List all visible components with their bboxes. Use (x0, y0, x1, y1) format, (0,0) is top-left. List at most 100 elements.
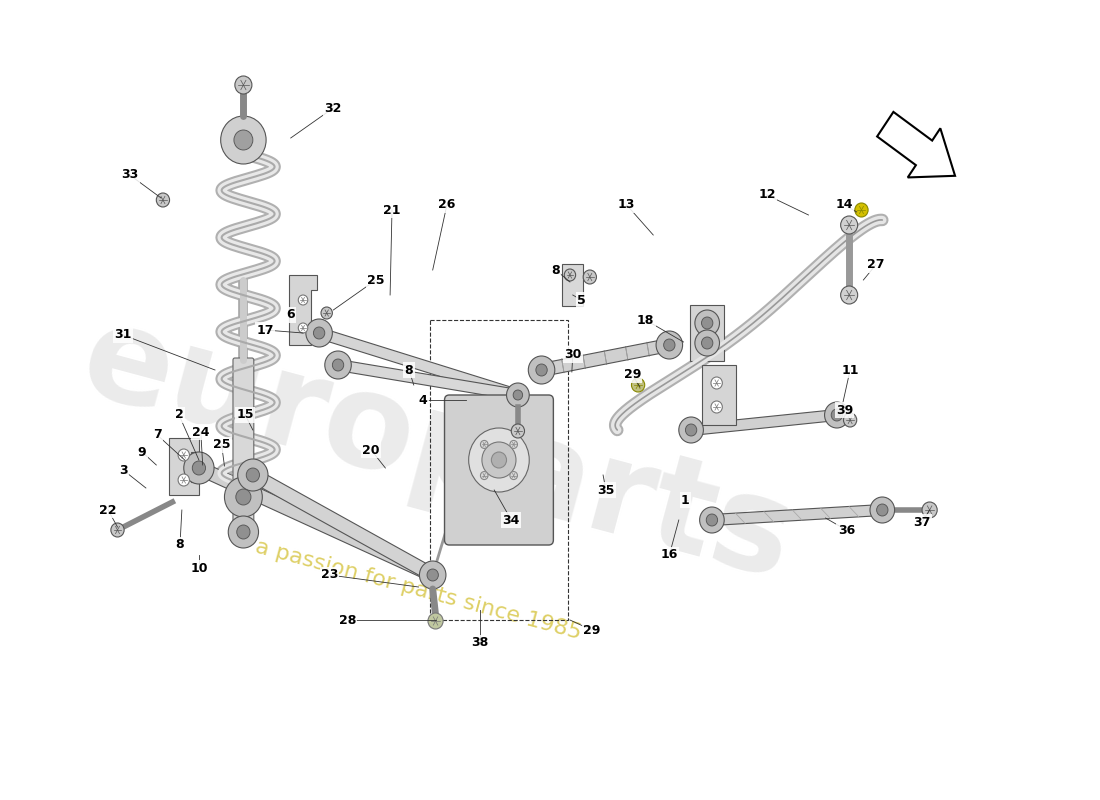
Circle shape (332, 359, 343, 371)
Circle shape (235, 76, 252, 94)
Circle shape (482, 442, 516, 478)
Circle shape (228, 516, 258, 548)
Circle shape (663, 339, 675, 351)
Text: 10: 10 (190, 562, 208, 574)
Circle shape (221, 116, 266, 164)
Text: 12: 12 (758, 189, 776, 202)
Circle shape (631, 378, 645, 392)
Circle shape (840, 286, 858, 304)
Polygon shape (703, 365, 736, 425)
Text: 6: 6 (286, 309, 295, 322)
Circle shape (481, 471, 488, 479)
Circle shape (536, 364, 547, 376)
Circle shape (922, 502, 937, 518)
Circle shape (184, 452, 214, 484)
Text: 30: 30 (564, 349, 582, 362)
Text: 34: 34 (503, 514, 520, 526)
Polygon shape (691, 410, 837, 435)
Circle shape (685, 424, 696, 436)
Polygon shape (168, 438, 199, 495)
Circle shape (469, 428, 529, 492)
Text: 9: 9 (138, 446, 146, 458)
Text: 29: 29 (624, 369, 641, 382)
Polygon shape (877, 112, 955, 178)
Polygon shape (540, 338, 670, 376)
Text: 17: 17 (256, 323, 274, 337)
Circle shape (855, 203, 868, 217)
Circle shape (178, 449, 189, 461)
Circle shape (510, 471, 517, 479)
Circle shape (314, 327, 324, 339)
Circle shape (298, 323, 308, 333)
Text: 16: 16 (661, 549, 678, 562)
Text: 25: 25 (213, 438, 230, 451)
Text: 26: 26 (438, 198, 455, 211)
Text: 21: 21 (383, 203, 400, 217)
Text: 36: 36 (838, 523, 855, 537)
Circle shape (825, 402, 849, 428)
Text: 31: 31 (114, 329, 132, 342)
Text: 23: 23 (321, 569, 338, 582)
Circle shape (832, 409, 843, 421)
Text: 22: 22 (99, 503, 117, 517)
Circle shape (695, 310, 719, 336)
Polygon shape (690, 305, 724, 361)
Text: 33: 33 (121, 169, 139, 182)
Circle shape (178, 474, 189, 486)
Circle shape (306, 319, 332, 347)
Circle shape (877, 504, 888, 516)
Polygon shape (712, 505, 882, 526)
Circle shape (428, 613, 443, 629)
Text: 38: 38 (472, 637, 488, 650)
Circle shape (679, 417, 703, 443)
Text: 14: 14 (836, 198, 854, 211)
Circle shape (419, 561, 446, 589)
Circle shape (156, 193, 169, 207)
Circle shape (695, 330, 719, 356)
Text: 11: 11 (842, 363, 859, 377)
Text: 3: 3 (119, 463, 128, 477)
Text: 28: 28 (339, 614, 356, 626)
Text: 2: 2 (175, 409, 184, 422)
Circle shape (238, 459, 268, 491)
Text: 39: 39 (836, 403, 854, 417)
Circle shape (711, 377, 723, 389)
FancyBboxPatch shape (233, 358, 254, 522)
Circle shape (298, 295, 308, 305)
Text: 37: 37 (913, 515, 931, 529)
Circle shape (224, 477, 262, 517)
FancyBboxPatch shape (444, 395, 553, 545)
Text: 35: 35 (597, 483, 615, 497)
Circle shape (427, 569, 439, 581)
Text: 1: 1 (681, 494, 690, 506)
Polygon shape (250, 469, 436, 581)
Circle shape (234, 130, 253, 150)
Circle shape (706, 514, 717, 526)
Circle shape (506, 383, 529, 407)
Circle shape (512, 424, 525, 438)
Circle shape (711, 401, 723, 413)
Text: 24: 24 (192, 426, 209, 438)
Polygon shape (289, 275, 317, 345)
Text: 8: 8 (551, 263, 560, 277)
Text: 29: 29 (583, 623, 601, 637)
Circle shape (235, 489, 251, 505)
Text: a passion for parts since 1985: a passion for parts since 1985 (253, 537, 584, 643)
Text: 32: 32 (324, 102, 342, 114)
Circle shape (321, 307, 332, 319)
Circle shape (702, 337, 713, 349)
Text: 20: 20 (362, 443, 380, 457)
Circle shape (564, 269, 575, 281)
Text: 7: 7 (153, 429, 162, 442)
Text: 8: 8 (405, 363, 414, 377)
Text: 27: 27 (867, 258, 884, 271)
Circle shape (324, 351, 351, 379)
Circle shape (702, 317, 713, 329)
Text: 4: 4 (419, 394, 428, 406)
Circle shape (192, 461, 206, 475)
Circle shape (510, 441, 517, 449)
Circle shape (514, 390, 522, 400)
Text: 5: 5 (576, 294, 585, 306)
Circle shape (583, 270, 596, 284)
Circle shape (481, 441, 488, 449)
